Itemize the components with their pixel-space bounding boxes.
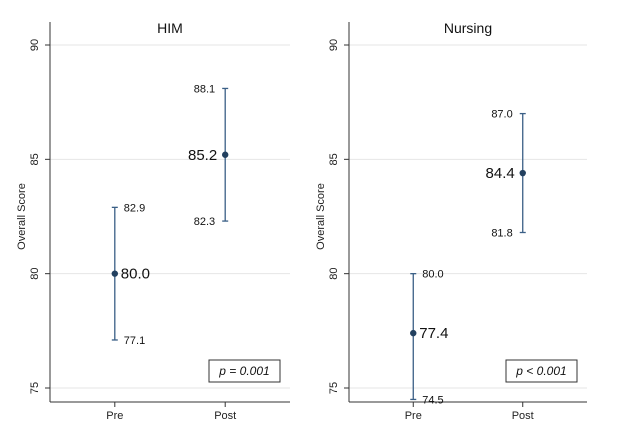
panel1-post-lower-label: 82.3 (194, 216, 215, 228)
panel2-y-tick-label-90: 90 (328, 39, 340, 51)
panel1-pre-upper-label: 82.9 (124, 202, 145, 214)
panel1-chart-title: HIM (157, 20, 183, 36)
panel2-pre-mean-point (410, 329, 417, 337)
panel1-y-tick-label-90: 90 (29, 39, 41, 51)
panel1-x-tick-label-post: Post (214, 410, 236, 422)
panel2-post-lower-label: 81.8 (491, 228, 512, 240)
panel2-post-mean-label: 84.4 (486, 165, 515, 182)
panel2-post-upper-label: 87.0 (491, 109, 512, 121)
panel1-post-upper-label: 88.1 (194, 83, 215, 95)
panel2-pre-lower-label: 74.5 (422, 394, 443, 406)
panel2-y-tick-label-75: 75 (328, 382, 340, 394)
panel1-pre-lower-label: 77.1 (124, 335, 145, 347)
panel1-y-tick-label-75: 75 (29, 382, 41, 394)
panel2-post-mean-point (519, 169, 526, 177)
panel1-pre-mean-label: 80.0 (121, 266, 150, 283)
panel1-p-value-label: p = 0.001 (218, 364, 269, 378)
panel1-p-value-box (208, 359, 281, 383)
panel2-y-tick-label-85: 85 (328, 153, 340, 165)
panel1-post-mean-point (222, 151, 229, 158)
panel2-y-axis-label: Overall Score (315, 183, 327, 250)
panel1-y-tick-label-80: 80 (29, 268, 41, 280)
panel2-x-tick-label-post: Post (512, 410, 534, 422)
panel2-chart-title: Nursing (444, 20, 492, 36)
panel1-x-tick-label-pre: Pre (106, 410, 123, 422)
panel1-y-tick-label-85: 85 (29, 153, 41, 165)
panel2-y-tick-label-80: 80 (328, 268, 340, 280)
panel1-post-mean-label: 85.2 (188, 147, 217, 164)
panel2-p-value-box (505, 359, 578, 383)
panel2-p-value-label: p < 0.001 (515, 364, 566, 378)
panel2-x-tick-label-pre: Pre (405, 410, 422, 422)
panel2-pre-upper-label: 80.0 (422, 269, 443, 281)
panel1-pre-mean-point (111, 270, 119, 277)
panel1-y-axis-label: Overall Score (16, 183, 28, 250)
panel2-pre-mean-label: 77.4 (419, 325, 448, 342)
